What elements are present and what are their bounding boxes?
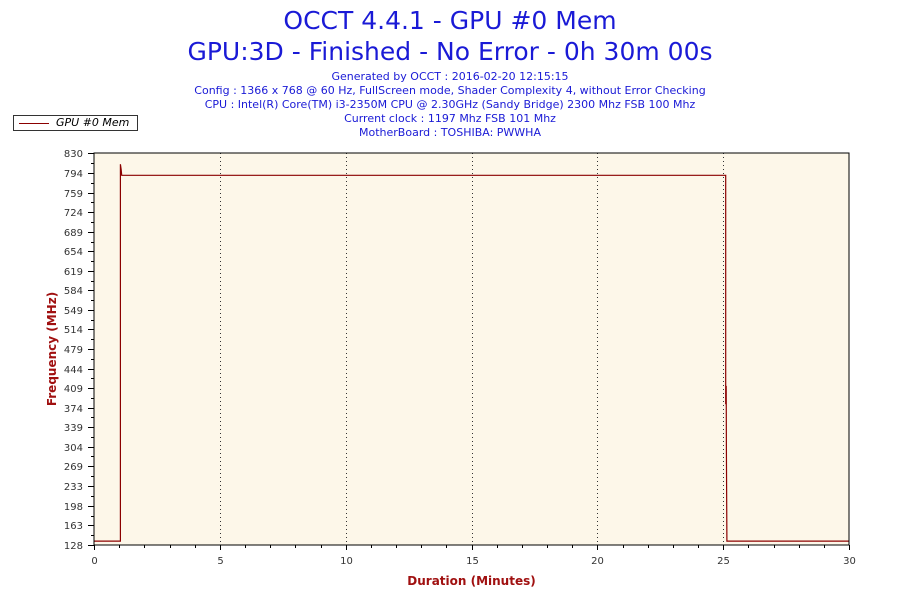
x-tick-label-10: 10 <box>340 556 353 567</box>
y-tick-label-444: 444 <box>64 365 83 376</box>
series <box>94 164 849 542</box>
x-tick-label-25: 25 <box>717 556 730 567</box>
chart-title: OCCT 4.4.1 - GPU #0 Mem <box>283 6 617 35</box>
y-tick-label-374: 374 <box>64 404 83 415</box>
plot-border <box>93 152 850 546</box>
x-tick-label-15: 15 <box>466 556 479 567</box>
x-tick-label-30: 30 <box>843 556 856 567</box>
y-tick-label-128: 128 <box>64 541 83 552</box>
y-tick-label-689: 689 <box>64 228 83 239</box>
x-axis-title: Duration (Minutes) <box>407 574 535 588</box>
axis-ticks: 0 5 10 15 20 25 30 128 163 198 233 269 304 339 374 409 4… <box>64 149 856 567</box>
y-tick-label-724: 724 <box>64 208 83 219</box>
chart-subtitle: GPU:3D - Finished - No Error - 0h 30m 00… <box>187 37 713 66</box>
y-tick-label-198: 198 <box>64 502 83 513</box>
y-tick-label-304: 304 <box>64 443 83 454</box>
info-config: Config : 1366 x 768 @ 60 Hz, FullScreen … <box>194 84 706 97</box>
legend: GPU #0 Mem <box>13 115 138 131</box>
legend-label: GPU #0 Mem <box>56 116 130 129</box>
y-tick-label-514: 514 <box>64 325 83 336</box>
info-cpu: CPU : Intel(R) Core(TM) i3-2350M CPU @ 2… <box>204 98 696 111</box>
y-tick-label-654: 654 <box>64 247 83 258</box>
info-motherboard: MotherBoard : TOSHIBA: PWWHA <box>359 126 541 139</box>
y-tick-label-409: 409 <box>64 384 83 395</box>
y-tick-label-479: 479 <box>64 345 83 356</box>
y-tick-label-759: 759 <box>64 189 83 200</box>
series-line-0 <box>94 164 849 542</box>
y-tick-label-163: 163 <box>64 521 83 532</box>
grid <box>220 153 724 545</box>
y-tick-label-233: 233 <box>64 482 83 493</box>
y-axis-title: Frequency (MHz) <box>45 292 59 406</box>
x-tick-label-20: 20 <box>591 556 604 567</box>
info-generated: Generated by OCCT : 2016-02-20 12:15:15 <box>331 70 569 83</box>
plot-area <box>94 153 849 545</box>
y-tick-label-830: 830 <box>64 149 83 160</box>
x-tick-label-5: 5 <box>217 556 223 567</box>
y-tick-label-584: 584 <box>64 286 83 297</box>
legend-swatch <box>19 123 49 124</box>
y-tick-label-269: 269 <box>64 462 83 473</box>
y-tick-label-549: 549 <box>64 306 83 317</box>
y-tick-label-619: 619 <box>64 267 83 278</box>
y-tick-label-794: 794 <box>64 169 83 180</box>
y-tick-label-339: 339 <box>64 423 83 434</box>
x-tick-label-0: 0 <box>91 556 97 567</box>
info-current-clock: Current clock : 1197 Mhz FSB 101 Mhz <box>344 112 556 125</box>
